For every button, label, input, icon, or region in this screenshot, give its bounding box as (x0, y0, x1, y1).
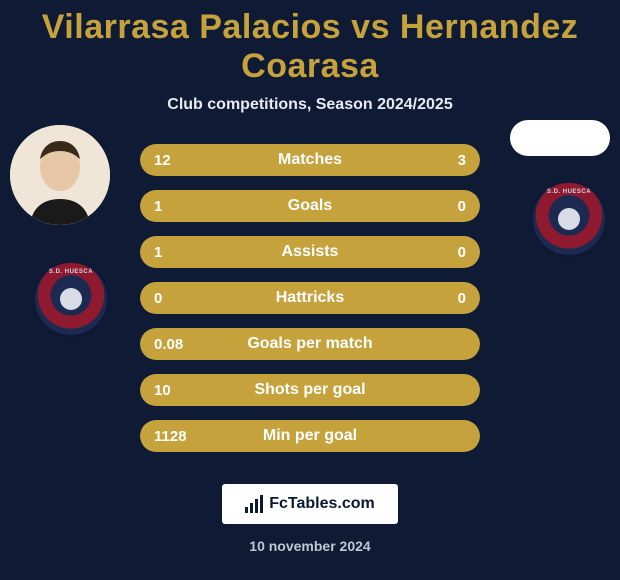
stat-label: Hattricks (140, 289, 480, 307)
stat-value-right: 0 (458, 198, 466, 215)
player-face-icon (10, 125, 110, 225)
site-logo-text: FcTables.com (269, 495, 375, 513)
stat-value-right: 3 (458, 152, 466, 169)
stat-row: 1Assists0 (140, 236, 480, 268)
site-logo: FcTables.com (222, 484, 398, 524)
player-photo-right (510, 120, 610, 156)
bars-icon (245, 495, 263, 513)
stat-label: Matches (140, 151, 480, 169)
stat-label: Min per goal (140, 427, 480, 445)
stat-label: Assists (140, 243, 480, 261)
club-left-label: S.D. HUESCA (49, 269, 93, 275)
stat-row: 1128Min per goal (140, 420, 480, 452)
subtitle: Club competitions, Season 2024/2025 (0, 96, 620, 114)
stats-list: 12Matches31Goals01Assists00Hattricks00.0… (140, 144, 480, 452)
club-logo-left: S.D. HUESCA (30, 258, 112, 340)
huesca-badge-icon: S.D. HUESCA (530, 180, 608, 258)
player-photo-left (10, 125, 110, 225)
stat-row: 1Goals0 (140, 190, 480, 222)
club-right-label: S.D. HUESCA (547, 189, 591, 195)
stat-value-right: 0 (458, 290, 466, 307)
stat-row: 10Shots per goal (140, 374, 480, 406)
stat-label: Shots per goal (140, 381, 480, 399)
club-logo-right: S.D. HUESCA (528, 178, 610, 260)
date-text: 10 november 2024 (0, 538, 620, 554)
stat-row: 0.08Goals per match (140, 328, 480, 360)
page-title: Vilarrasa Palacios vs Hernandez Coarasa (0, 8, 620, 86)
stat-row: 12Matches3 (140, 144, 480, 176)
comparison-card: Vilarrasa Palacios vs Hernandez Coarasa … (0, 0, 620, 580)
stat-label: Goals per match (140, 335, 480, 353)
stat-label: Goals (140, 197, 480, 215)
stat-value-right: 0 (458, 244, 466, 261)
huesca-badge-icon: S.D. HUESCA (32, 260, 110, 338)
stat-row: 0Hattricks0 (140, 282, 480, 314)
